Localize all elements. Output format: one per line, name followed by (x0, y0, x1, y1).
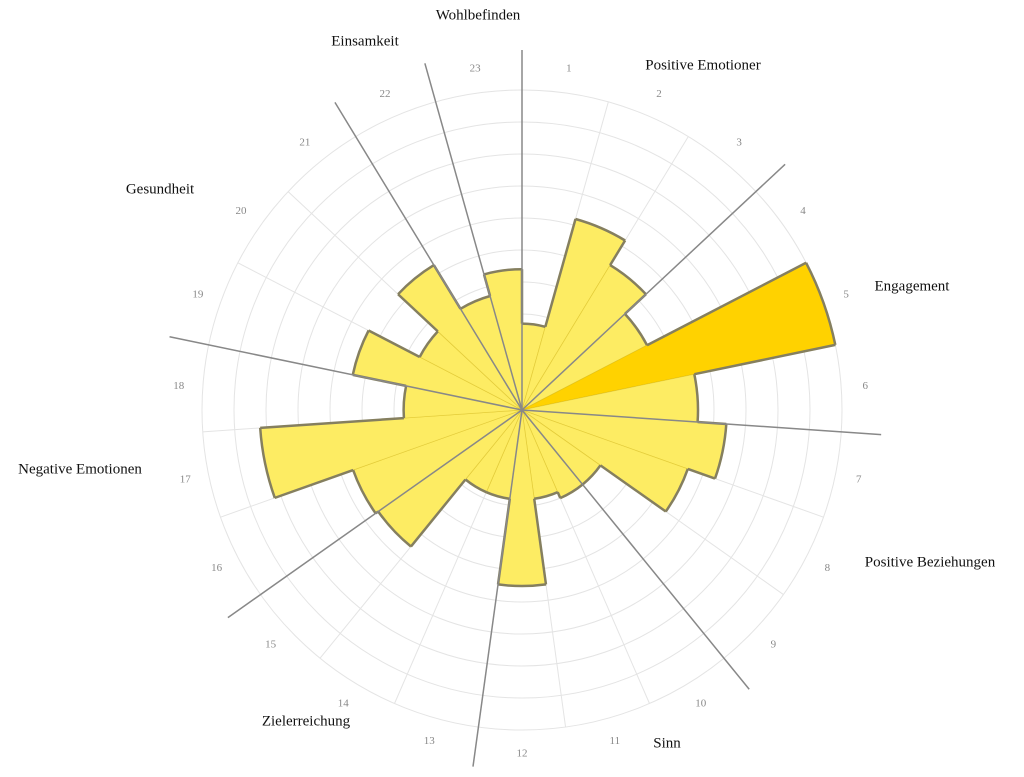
sector-edge (599, 464, 667, 513)
sector-label: 18 (173, 380, 185, 392)
group-divider (227, 409, 523, 619)
sector-edge (609, 239, 627, 266)
group-label: Positive Beziehungen (865, 554, 996, 570)
sector-label: 9 (771, 638, 777, 650)
sector-edge (694, 343, 836, 376)
sector-label: 10 (695, 697, 707, 709)
sector-outline (609, 264, 647, 296)
group-label: Sinn (653, 735, 681, 751)
sector-label: 3 (736, 137, 742, 149)
group-divider (472, 409, 523, 767)
sector-outline (804, 262, 837, 346)
sector-outline (351, 329, 370, 376)
sector-label: 11 (610, 735, 621, 747)
group-divider (169, 336, 523, 411)
sector-edge (556, 491, 562, 499)
sector-outline (258, 427, 276, 499)
group-divider (521, 163, 786, 411)
sector-outline (397, 264, 435, 296)
sector-label: 21 (299, 137, 310, 149)
sector-outline (664, 468, 689, 513)
sector-label: 23 (470, 63, 482, 75)
sector-label: 5 (843, 288, 849, 300)
sector-label: 19 (192, 288, 204, 300)
sector-outline (575, 217, 626, 242)
sector-edge (409, 478, 467, 548)
sector-outline (713, 423, 728, 480)
sector-label: 1 (566, 63, 572, 75)
group-label: Positive Emotioner (645, 57, 760, 73)
sector-label: 8 (825, 562, 831, 574)
group-label: Negative Emotionen (18, 461, 142, 477)
sector-label: 14 (338, 697, 350, 709)
sector-outline (351, 469, 377, 515)
sector-edge (274, 468, 354, 500)
sector-label: 12 (517, 748, 528, 760)
group-label: Engagement (875, 278, 951, 294)
sector-edge (544, 218, 577, 328)
group-divider (521, 409, 750, 690)
sector-label: 22 (379, 88, 390, 100)
sector-label: 13 (424, 735, 436, 747)
sector-label: 7 (856, 474, 862, 486)
sector-label: 4 (800, 205, 806, 217)
group-label: Gesundheit (126, 181, 195, 197)
sector-label: 2 (656, 88, 662, 100)
group-label: Zielerreichung (262, 713, 351, 729)
group-divider (521, 409, 882, 436)
sector-edge (397, 293, 439, 333)
sector-outline (693, 373, 700, 423)
sector-label: 20 (235, 205, 247, 217)
sector-edge (646, 261, 807, 347)
sector-label: 15 (265, 638, 277, 650)
sector-label: 6 (862, 380, 868, 392)
group-label: Einsamkeit (331, 33, 399, 49)
sector-edge (532, 498, 548, 585)
sector-label: 16 (211, 562, 223, 574)
group-divider (424, 63, 523, 411)
sector-outline (497, 583, 547, 588)
sector-outline (377, 510, 412, 548)
group-label: Wohlbefinden (436, 7, 521, 23)
sector-edge (687, 467, 716, 480)
sector-edge (260, 416, 404, 430)
sector-label: 17 (180, 474, 192, 486)
sector-outline (464, 478, 487, 494)
sector-outline (418, 330, 439, 358)
group-divider (334, 102, 523, 411)
sector-edge (367, 329, 421, 359)
